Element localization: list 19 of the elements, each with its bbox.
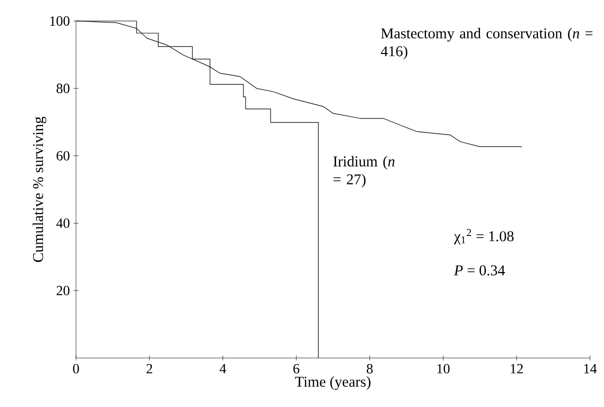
y-axis-title: Cumulative % surviving bbox=[32, 116, 46, 262]
y-tick-label: 80 bbox=[56, 84, 70, 94]
x-axis-title: Time (years) bbox=[295, 376, 370, 390]
x-tick-label: 12 bbox=[510, 364, 523, 374]
x-tick-label: 2 bbox=[146, 364, 152, 374]
x-tick-label: 8 bbox=[366, 364, 373, 374]
y-tick-label: 20 bbox=[56, 286, 70, 296]
x-tick-label: 10 bbox=[437, 364, 450, 374]
annotation: χ$_{1}$$^{2}$ = 1.08 bbox=[454, 229, 514, 244]
annotation: P = 0.34 bbox=[454, 265, 505, 276]
x-tick-label: 4 bbox=[220, 364, 226, 374]
y-tick-label: 100 bbox=[50, 16, 70, 26]
y-tick-label: 40 bbox=[56, 218, 70, 228]
text: Mastectomy and conservation (n = 416) bbox=[380, 28, 592, 60]
x-tick-label: 0 bbox=[73, 364, 79, 374]
text: Iridium (n = 27) bbox=[333, 156, 394, 188]
x-tick-label: 14 bbox=[584, 364, 597, 374]
x-tick-label: 6 bbox=[293, 364, 300, 374]
y-tick-label: 60 bbox=[56, 151, 70, 161]
